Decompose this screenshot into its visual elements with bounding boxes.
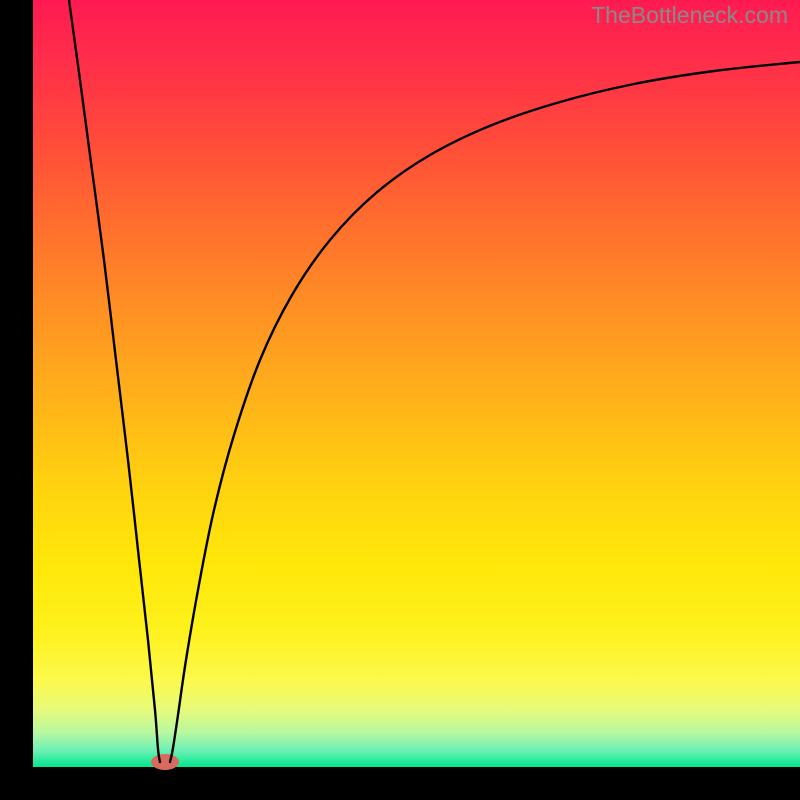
curve-branch-left [69,0,160,762]
watermark-text: TheBottleneck.com [591,2,788,29]
bottleneck-curve [0,0,800,800]
curve-branch-right [170,62,800,762]
